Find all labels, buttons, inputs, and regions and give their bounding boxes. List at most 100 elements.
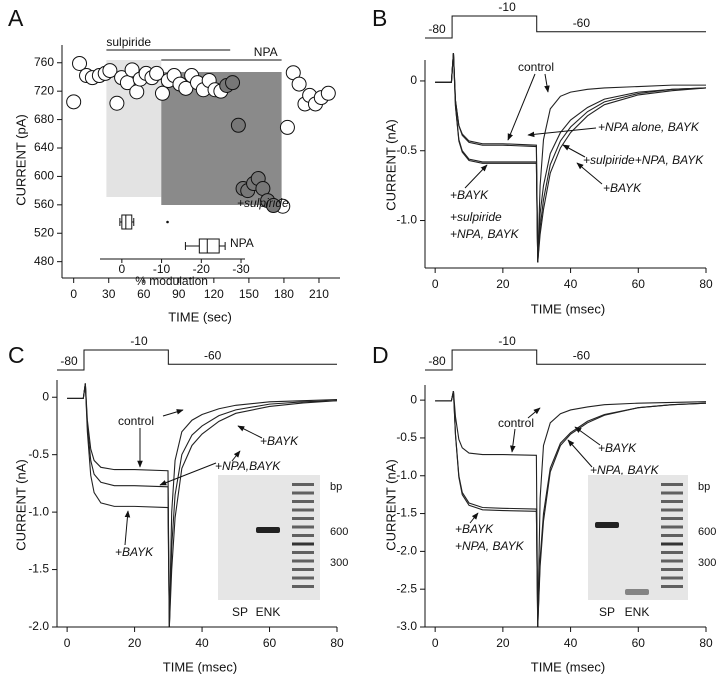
protocol-label: -60: [573, 16, 591, 30]
y-axis-label: CURRENT (pA): [13, 114, 28, 206]
box: [198, 238, 220, 254]
arrow: [464, 164, 488, 189]
lane-label: SP: [599, 605, 615, 619]
arrow: [544, 73, 550, 93]
annotation: +BAYK: [603, 181, 642, 195]
y-tick-label: -3.0: [396, 619, 417, 633]
y-tick-label: 520: [34, 225, 54, 239]
y-tick-label: 600: [34, 169, 54, 183]
annotation: +BAYK: [260, 434, 299, 448]
protocol-label: -60: [204, 348, 222, 362]
protocol-label: -10: [130, 334, 148, 348]
arrow: [159, 462, 217, 486]
arrow: [510, 428, 516, 453]
voltage-protocol: [425, 349, 706, 371]
ladder-band: [661, 525, 683, 529]
gel-label: 600: [698, 526, 716, 538]
ladder-band: [661, 534, 683, 537]
panel-letter: D: [372, 342, 389, 368]
y-tick-label: 480: [34, 254, 54, 268]
data-point: [66, 94, 82, 110]
ladder-band: [292, 585, 314, 588]
x-tick-label: 80: [330, 636, 344, 650]
x-tick-label: 0: [64, 636, 71, 650]
x-axis-label: TIME (msec): [531, 659, 605, 674]
y-tick-label: -1.5: [28, 562, 49, 576]
data-point: [230, 117, 246, 133]
gel-label: 300: [330, 557, 348, 569]
x-tick-label: 120: [204, 287, 224, 301]
ladder-band: [292, 517, 314, 520]
x-tick-label: 150: [239, 287, 259, 301]
x-tick-label: 80: [699, 636, 713, 650]
x-axis-label: TIME (msec): [163, 659, 237, 674]
arrow: [576, 162, 603, 185]
x-tick-label: 180: [274, 287, 294, 301]
x-tick-label: 60: [263, 636, 277, 650]
protocol-label: -10: [498, 0, 516, 14]
protocol-label: -60: [573, 348, 591, 362]
ladder-band: [661, 491, 683, 495]
ladder-band: [661, 559, 683, 563]
data-point: [149, 65, 165, 81]
inset-axis-label: % modulation: [135, 274, 208, 288]
lane-label: ENK: [256, 605, 281, 619]
y-tick-label: 720: [34, 83, 54, 97]
protocol-label: -80: [428, 22, 446, 36]
x-axis-label: TIME (sec): [168, 309, 232, 324]
arrow: [562, 144, 586, 158]
panel-letter: B: [372, 5, 387, 31]
data-point: [154, 85, 170, 101]
ladder-band: [661, 542, 683, 546]
period-label: NPA: [254, 45, 278, 59]
y-tick-label: -0.5: [28, 447, 49, 461]
lane-label: ENK: [625, 605, 650, 619]
data-point: [279, 119, 295, 135]
y-tick-label: 0: [410, 73, 417, 87]
y-tick-label: -2.5: [396, 581, 417, 595]
y-tick-label: -2.0: [396, 544, 417, 558]
arrow: [574, 426, 601, 446]
ladder-band: [292, 500, 314, 503]
protocol-label: -80: [60, 354, 78, 368]
inset-tick-label: -20: [193, 262, 211, 276]
arrow: [124, 510, 131, 546]
ladder-band: [292, 483, 314, 486]
ladder-band: [292, 551, 314, 554]
annotation: control: [118, 414, 154, 428]
box-label: +sulpiride: [237, 196, 289, 210]
annotation: control: [498, 416, 534, 430]
x-tick-label: 20: [496, 636, 510, 650]
annotation: +sulpiride: [450, 210, 502, 224]
annotation: +NPA, BAYK: [590, 463, 660, 477]
y-tick-label: -1.0: [396, 468, 417, 482]
x-tick-label: 0: [432, 277, 439, 291]
x-tick-label: 90: [172, 287, 186, 301]
x-tick-label: 40: [195, 636, 209, 650]
inset-tick-label: -10: [153, 262, 171, 276]
x-tick-label: 0: [70, 287, 77, 301]
box: [121, 214, 133, 230]
arrow: [527, 127, 597, 138]
ladder-band: [661, 517, 683, 520]
x-tick-label: 20: [496, 277, 510, 291]
arrow: [507, 73, 536, 141]
period-label: sulpiride: [106, 35, 151, 49]
y-tick-label: -1.0: [396, 213, 417, 227]
x-tick-label: 60: [632, 277, 646, 291]
voltage-protocol: [57, 349, 337, 371]
annotation: +sulpiride+NPA, BAYK: [583, 153, 704, 167]
ladder-band: [661, 585, 683, 588]
data-point: [225, 75, 241, 91]
annotation: +NPA, BAYK: [455, 539, 525, 553]
ladder-band: [661, 568, 683, 571]
y-axis-label: CURRENT (nA): [383, 459, 398, 551]
arrow: [162, 409, 184, 417]
x-tick-label: 40: [564, 277, 578, 291]
ladder-band: [661, 508, 683, 512]
data-point: [291, 76, 307, 92]
ladder-band: [292, 491, 314, 495]
annotation: +BAYK: [115, 545, 154, 559]
arrow: [567, 439, 593, 468]
data-point: [109, 95, 125, 111]
